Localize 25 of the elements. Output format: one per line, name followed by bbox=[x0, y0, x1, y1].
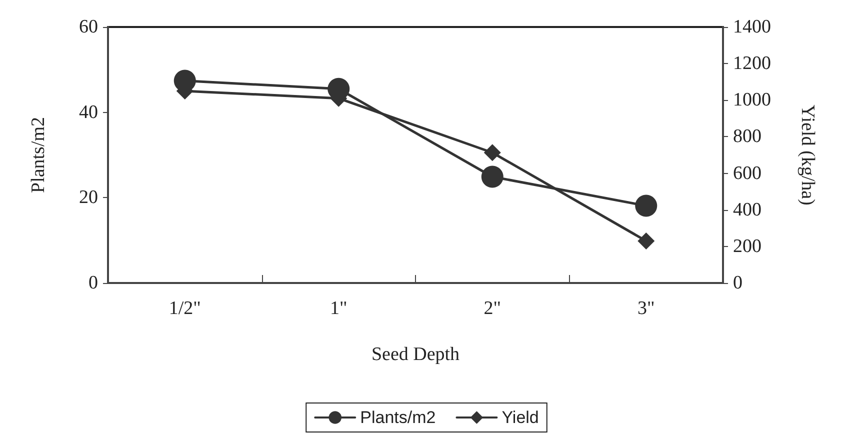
y-tick-label: 40 bbox=[79, 102, 98, 123]
legend-label: Plants/m2 bbox=[360, 408, 436, 427]
y2-tick-label: 0 bbox=[733, 272, 742, 294]
point bbox=[638, 232, 655, 250]
point bbox=[484, 144, 501, 162]
x-tick-label: 1" bbox=[330, 298, 348, 319]
point bbox=[481, 166, 504, 188]
y2-tick-label: 1400 bbox=[733, 16, 771, 38]
point bbox=[635, 194, 658, 217]
y2-tick-label: 200 bbox=[733, 236, 762, 257]
y2-tick-label: 600 bbox=[733, 162, 762, 184]
y-axis-title: Plants/m2 bbox=[28, 116, 49, 194]
x-axis-title: Seed Depth bbox=[371, 344, 460, 365]
x-tick-label: 2" bbox=[484, 298, 502, 319]
y2-tick-label: 1000 bbox=[733, 90, 771, 111]
x-tick-label: 3" bbox=[637, 298, 655, 319]
x-tick-label: 1/2" bbox=[168, 298, 201, 319]
y2-axis-title: Yield (kg/ha) bbox=[797, 104, 818, 206]
y-tick-label: 60 bbox=[79, 16, 98, 38]
legend-label: Yield bbox=[502, 408, 539, 427]
y-tick-label: 20 bbox=[79, 187, 98, 208]
y-tick-label: 0 bbox=[88, 272, 98, 294]
y2-tick-label: 800 bbox=[733, 126, 762, 148]
y2-tick-label: 1200 bbox=[733, 53, 771, 74]
y2-tick-label: 400 bbox=[733, 199, 762, 220]
